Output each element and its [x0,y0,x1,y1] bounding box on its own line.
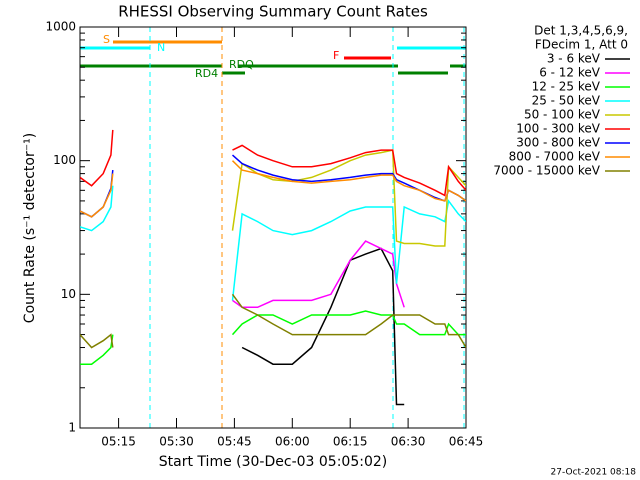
series-line [80,293,466,349]
legend-label: 800 - 7000 keV [509,150,601,164]
legend-label: 25 - 50 keV [532,94,601,108]
flag-label: N [157,41,165,54]
series-line [80,160,466,218]
flags: S N F RDQ RD4 [80,27,466,428]
series [232,240,405,309]
series-line [80,154,466,218]
y-tick-label: 1 [68,421,76,435]
y-tick-label: 10 [61,287,76,301]
series [80,160,466,218]
x-tick-label: 05:30 [159,435,194,449]
series [80,310,466,365]
plot-frame [79,26,467,429]
flag-label: S [103,33,110,46]
legend-label: 300 - 800 keV [516,136,600,150]
legend-label: 6 - 12 keV [539,66,601,80]
flag-label: F [333,49,339,62]
series [231,149,466,247]
legend-label: 100 - 300 keV [516,122,600,136]
series-line [232,240,405,309]
x-tick-label: 06:45 [449,435,484,449]
chart-title: RHESSI Observing Summary Count Rates [118,3,428,21]
series [241,247,405,406]
series [80,154,466,218]
x-tick-label: 05:45 [217,435,252,449]
series-line [80,185,466,301]
x-axis-label: Start Time (30-Dec-03 05:05:02) [159,454,387,470]
x-tick-label: 06:15 [333,435,368,449]
x-tick-label: 06:30 [391,435,426,449]
flag-label: RDQ [229,58,254,71]
legend-label: 3 - 6 keV [547,52,601,66]
legend-label: 50 - 100 keV [524,108,601,122]
series-line [231,149,466,247]
legend-label: 12 - 25 keV [532,80,601,94]
series-line [80,129,466,197]
x-tick-label: 06:00 [275,435,310,449]
y-tick-label: 100 [53,153,76,167]
y-tick-label: 1000 [45,20,76,34]
y-axis-label: Count Rate (s⁻¹ detector⁻¹) [22,133,38,323]
footer: 27-Oct-2021 08:18 [551,468,637,478]
x-tick-label: 05:15 [101,435,136,449]
series-line [80,310,466,365]
flag-label: RD4 [195,67,218,80]
series [80,129,466,197]
series [80,293,466,349]
legend-header: Det 1,3,4,5,6,9, [534,24,628,38]
legend-header: FDecim 1, Att 0 [535,38,628,52]
legend-label: 7000 - 15000 keV [493,164,600,178]
series-line [241,247,405,406]
series [80,185,466,301]
